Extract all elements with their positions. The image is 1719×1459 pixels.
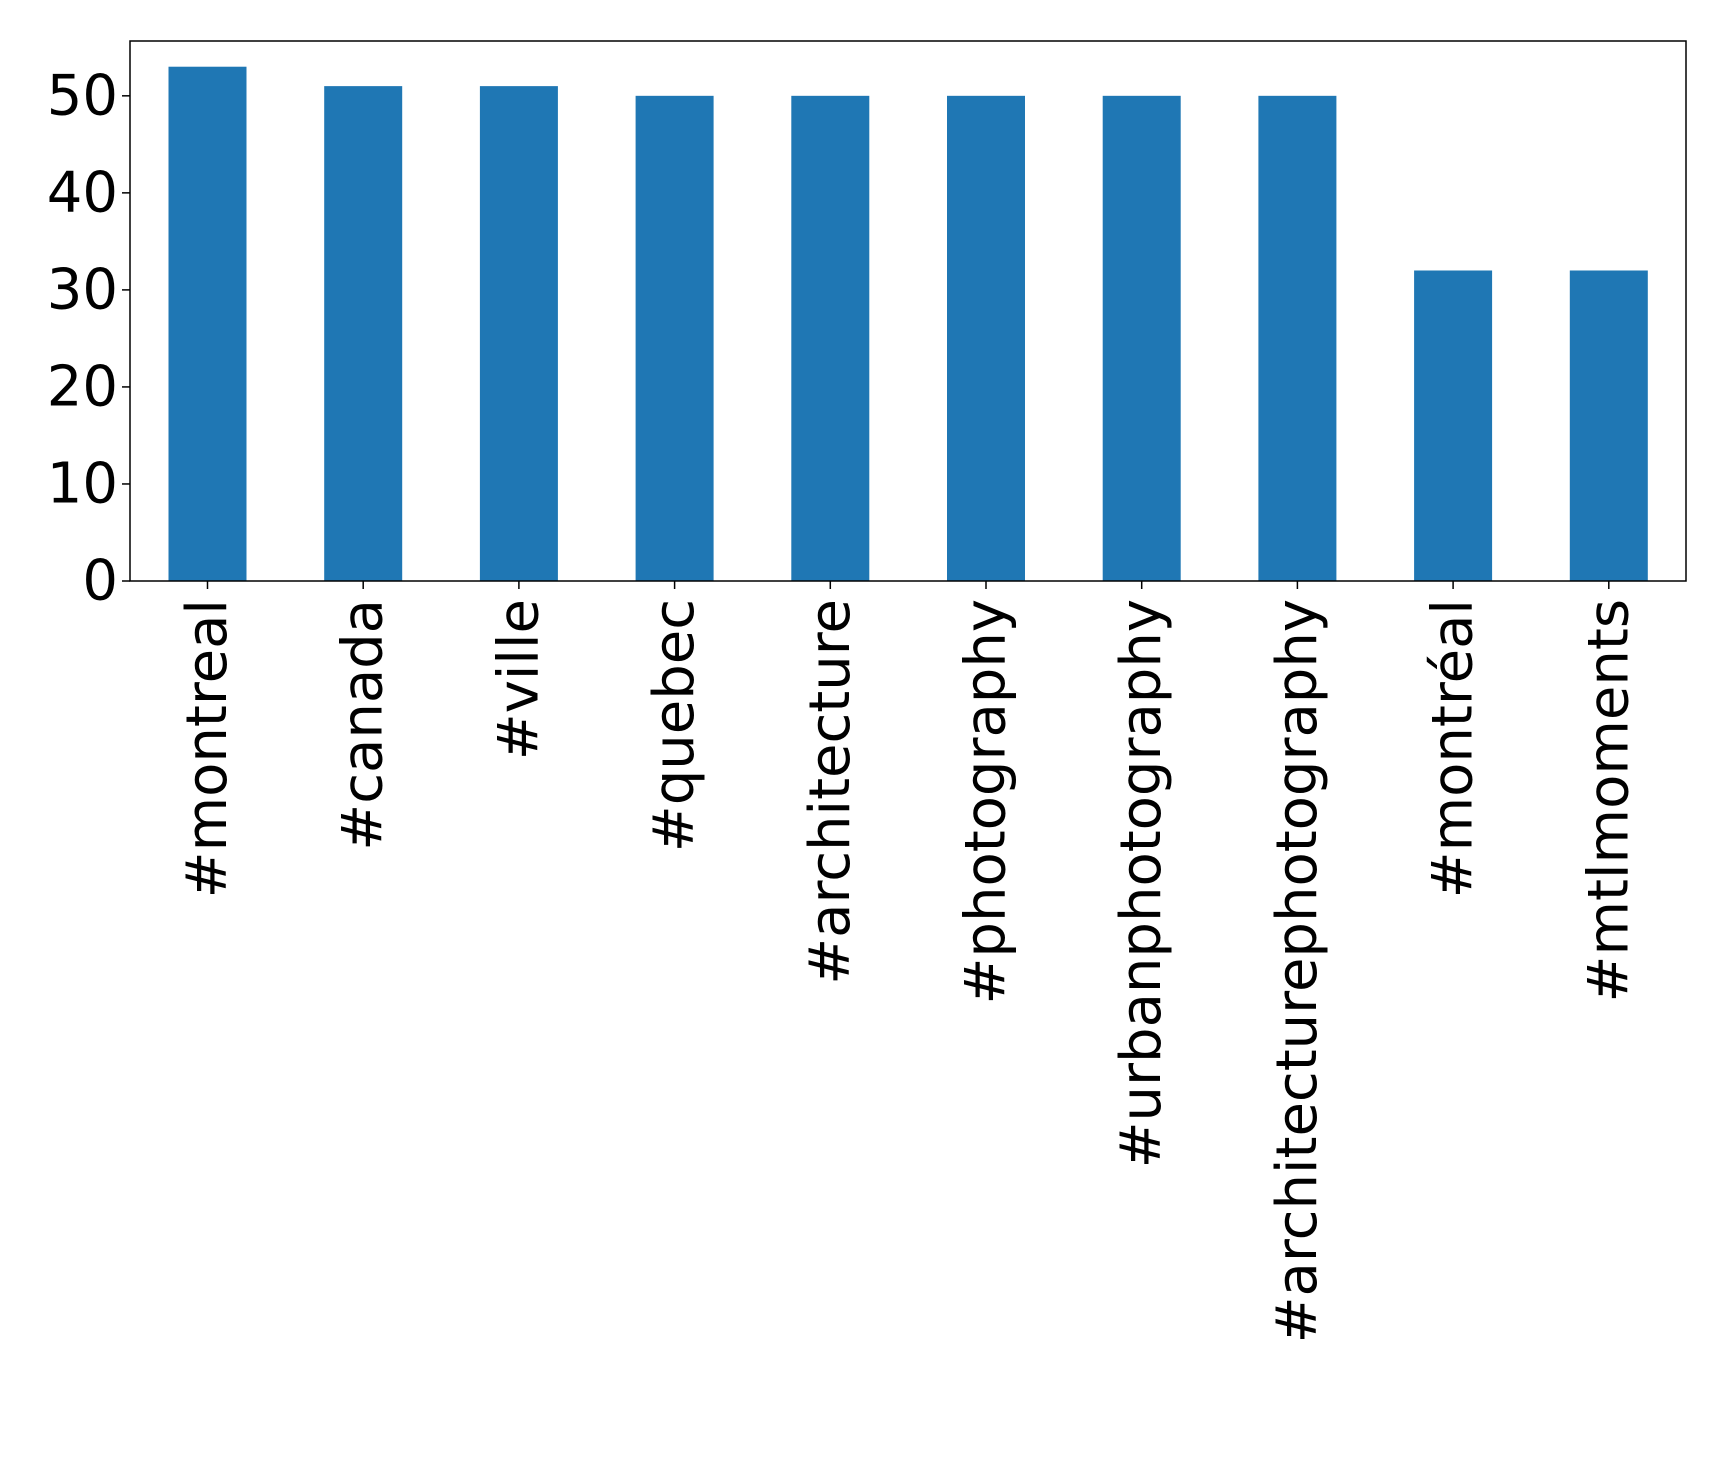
x-tick-label: #montreal bbox=[175, 599, 240, 898]
bar bbox=[635, 95, 714, 581]
x-tick-label: #ville bbox=[486, 599, 551, 760]
plot-frame bbox=[129, 40, 1687, 582]
x-tick-label: #photography bbox=[954, 599, 1019, 1005]
bar bbox=[1258, 95, 1337, 581]
y-tick-label: 40 bbox=[47, 160, 118, 225]
bar bbox=[1569, 270, 1648, 581]
x-tick-label: #mtlmoments bbox=[1576, 599, 1641, 1002]
bars-group bbox=[168, 66, 1648, 582]
x-tick-label: #canada bbox=[331, 599, 396, 851]
x-tick-label: #urbanphotography bbox=[1109, 599, 1174, 1168]
bar bbox=[168, 66, 247, 581]
bar bbox=[1414, 270, 1493, 581]
bar bbox=[791, 95, 870, 581]
y-tick-label: 20 bbox=[47, 354, 118, 419]
y-axis-ticks: 0 10 20 30 40 50 bbox=[47, 63, 130, 614]
bar bbox=[479, 86, 558, 582]
y-tick-label: 10 bbox=[47, 451, 118, 516]
bar bbox=[947, 95, 1025, 581]
x-tick-label: #architecture bbox=[798, 599, 863, 985]
bar bbox=[324, 86, 403, 582]
x-axis-ticks: #montreal #canada #ville #quebec #architectu… bbox=[175, 581, 1641, 1343]
x-tick-label: #montréal bbox=[1421, 599, 1486, 898]
bar bbox=[1102, 95, 1181, 581]
x-tick-label: #architecturephotography bbox=[1265, 599, 1330, 1343]
y-tick-label: 50 bbox=[47, 63, 118, 128]
x-tick-label: #quebec bbox=[642, 599, 707, 852]
y-tick-label: 30 bbox=[47, 257, 118, 322]
y-tick-label: 0 bbox=[82, 549, 118, 614]
